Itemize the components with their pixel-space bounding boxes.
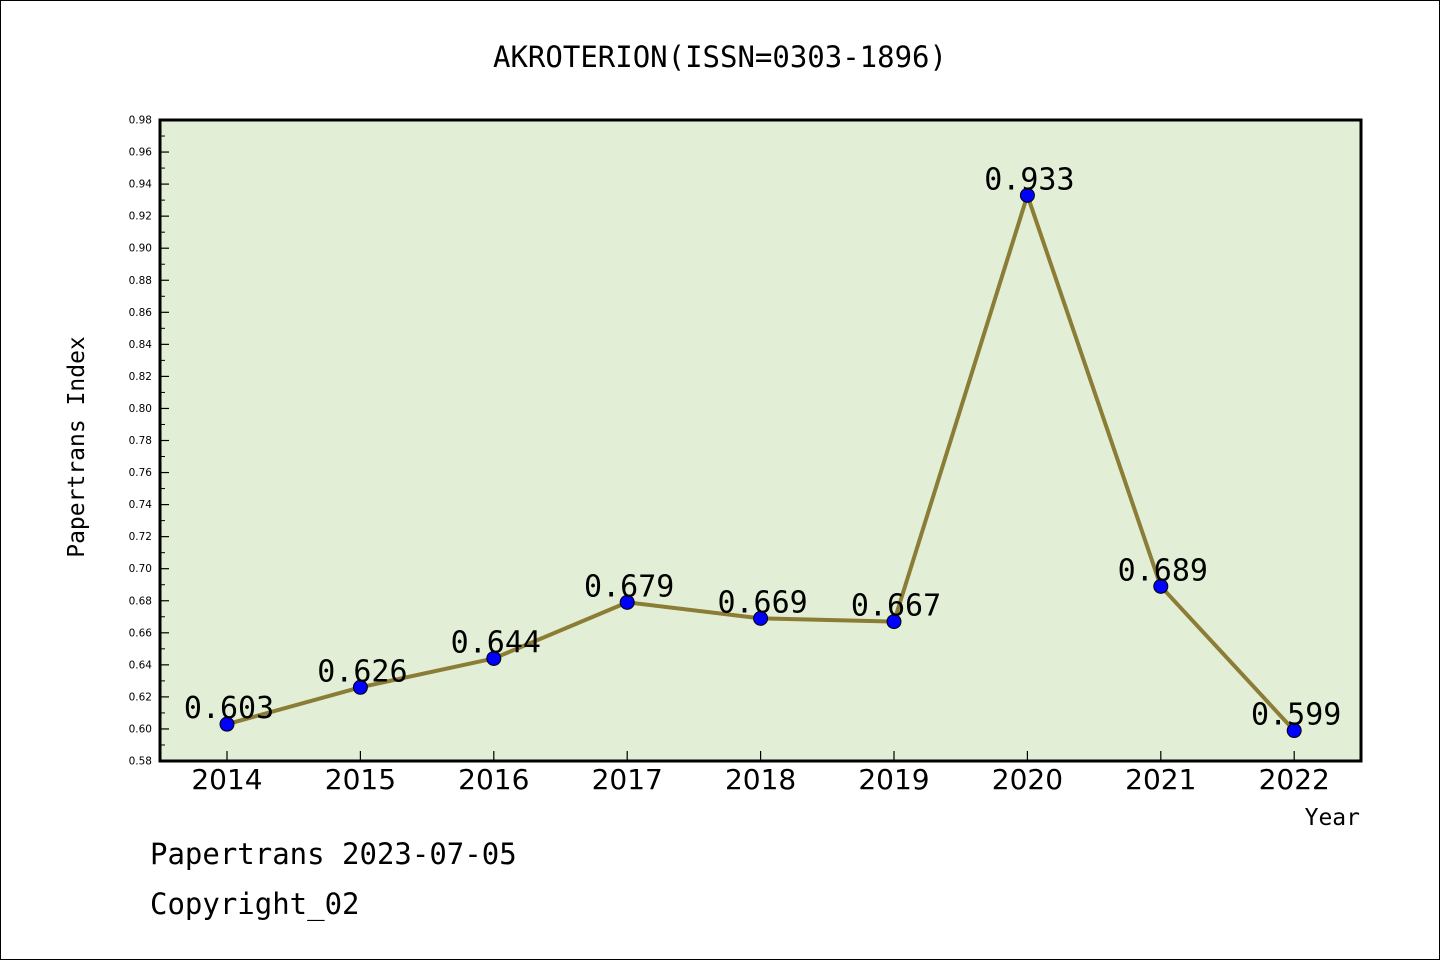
y-tick-label: 0.96 <box>129 147 153 159</box>
data-label: 0.644 <box>451 625 541 660</box>
y-tick-label: 0.84 <box>129 339 153 351</box>
x-tick-label: 2021 <box>1125 763 1196 796</box>
data-label: 0.667 <box>851 589 941 624</box>
data-point <box>886 614 902 630</box>
x-tick-label: 2014 <box>191 763 262 796</box>
data-point <box>486 650 502 666</box>
x-tick-label: 2017 <box>592 763 663 796</box>
x-tick-label: 2020 <box>992 763 1063 796</box>
footer-copyright: Copyright_02 <box>150 887 360 922</box>
y-tick-label: 0.62 <box>129 691 152 703</box>
data-label: 0.933 <box>984 162 1074 197</box>
x-tick-label: 2015 <box>325 763 396 796</box>
y-tick-label: 0.92 <box>129 211 152 223</box>
y-tick-label: 0.76 <box>129 467 153 479</box>
y-tick-label: 0.70 <box>129 563 152 575</box>
x-tick-label: 2018 <box>725 763 796 796</box>
data-point <box>619 594 635 610</box>
footer-date: Papertrans 2023-07-05 <box>150 837 517 871</box>
y-tick-label: 0.80 <box>129 403 152 415</box>
data-label: 0.669 <box>717 585 807 620</box>
data-point <box>1286 723 1302 739</box>
y-tick-label: 0.64 <box>129 659 153 671</box>
x-axis-label: Year <box>1305 805 1360 831</box>
y-axis-tick-labels: 0.58 0.60 0.62 0.64 0.66 0.68 0.70 0.72 0.74 0.76… <box>129 115 153 768</box>
data-label: 0.689 <box>1118 553 1208 588</box>
y-tick-label: 0.90 <box>129 243 152 255</box>
x-axis-ticks <box>226 751 1295 761</box>
data-label: 0.603 <box>184 691 274 726</box>
y-tick-label: 0.66 <box>129 627 153 639</box>
x-tick-label: 2016 <box>458 763 529 796</box>
y-tick-label: 0.72 <box>129 531 152 543</box>
y-tick-label: 0.68 <box>129 595 152 607</box>
chart-title: AKROTERION(ISSN=0303-1896) <box>493 40 947 74</box>
data-point <box>1153 578 1169 594</box>
data-labels: 0.603 0.626 0.644 0.679 0.669 0.667 0.933 0.689… <box>184 162 1342 732</box>
y-tick-label: 0.86 <box>129 307 153 319</box>
y-tick-label: 0.88 <box>129 275 152 287</box>
data-label: 0.599 <box>1251 698 1341 733</box>
data-label: 0.626 <box>317 654 407 689</box>
y-axis-ticks <box>160 119 169 762</box>
y-tick-label: 0.74 <box>129 499 153 511</box>
data-point <box>219 716 235 732</box>
y-tick-label: 0.82 <box>129 371 152 383</box>
data-point <box>1019 187 1035 203</box>
y-tick-label: 0.60 <box>129 723 152 735</box>
x-tick-label: 2022 <box>1259 763 1330 796</box>
y-tick-label: 0.78 <box>129 435 152 447</box>
x-axis-tick-labels: 2014 2015 2016 2017 2018 2019 2020 2021 2022 <box>191 763 1329 796</box>
y-tick-label: 0.58 <box>129 756 152 768</box>
data-point <box>753 610 769 626</box>
x-tick-label: 2019 <box>858 763 929 796</box>
data-label: 0.679 <box>584 569 674 604</box>
data-point <box>352 679 368 695</box>
data-points <box>219 187 1302 739</box>
y-tick-label: 0.94 <box>129 179 153 191</box>
y-tick-label: 0.98 <box>129 115 152 127</box>
plot-area <box>158 118 1363 763</box>
y-axis-label: Papertrans Index <box>64 336 90 558</box>
